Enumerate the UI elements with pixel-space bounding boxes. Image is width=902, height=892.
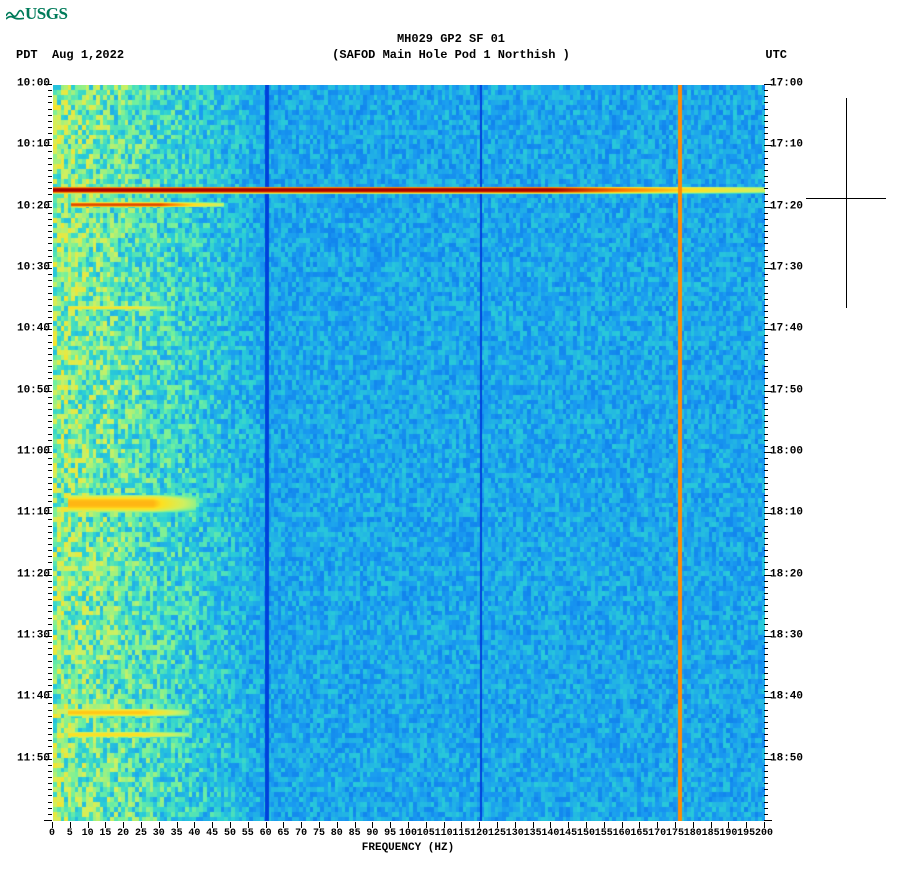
cursor-crosshair-icon [806, 188, 886, 210]
x-tick-label: 10 [82, 828, 94, 839]
x-tick-label: 140 [541, 828, 559, 839]
x-tick-label: 30 [153, 828, 165, 839]
x-tick-label: 190 [719, 828, 737, 839]
y-right-label: 17:50 [770, 385, 803, 396]
right-tz-label: UTC [765, 48, 787, 62]
usgs-wave-icon [6, 5, 24, 21]
x-tick-label: 65 [277, 828, 289, 839]
spectrogram-canvas [53, 85, 765, 821]
x-tick-label: 160 [613, 828, 631, 839]
spectrogram-plot [52, 84, 766, 822]
x-tick-label: 120 [470, 828, 488, 839]
x-tick-label: 0 [49, 828, 55, 839]
x-tick-label: 100 [399, 828, 417, 839]
usgs-logo: USGS [6, 3, 67, 24]
x-tick-label: 60 [260, 828, 272, 839]
x-tick-label: 85 [349, 828, 361, 839]
x-tick-label: 50 [224, 828, 236, 839]
x-axis-title: FREQUENCY (HZ) [52, 842, 764, 854]
x-tick-label: 25 [135, 828, 147, 839]
x-tick-label: 145 [559, 828, 577, 839]
y-right-label: 17:10 [770, 140, 803, 151]
tz-left: PDT [16, 48, 38, 62]
x-tick-label: 15 [99, 828, 111, 839]
x-tick-label: 40 [188, 828, 200, 839]
x-tick-label: 180 [684, 828, 702, 839]
left-tz-label: PDT Aug 1,2022 [16, 48, 124, 62]
x-tick-label: 165 [630, 828, 648, 839]
x-tick-label: 90 [366, 828, 378, 839]
date-left: Aug 1,2022 [52, 48, 124, 62]
x-tick-label: 20 [117, 828, 129, 839]
x-tick-label: 115 [452, 828, 470, 839]
y-right-label: 18:30 [770, 631, 803, 642]
y-right-label: 18:10 [770, 508, 803, 519]
x-tick-label: 185 [702, 828, 720, 839]
x-tick-label: 45 [206, 828, 218, 839]
x-tick-label: 35 [171, 828, 183, 839]
x-tick-label: 110 [435, 828, 453, 839]
x-tick-label: 105 [417, 828, 435, 839]
y-right-label: 18:00 [770, 447, 803, 458]
x-tick-label: 55 [242, 828, 254, 839]
y-right-label: 17:30 [770, 263, 803, 274]
x-tick-label: 75 [313, 828, 325, 839]
chart-title: MH029 GP2 SF 01 [0, 32, 902, 46]
x-tick-label: 200 [755, 828, 773, 839]
x-tick-label: 95 [384, 828, 396, 839]
x-tick-label: 175 [666, 828, 684, 839]
y-right-label: 18:20 [770, 569, 803, 580]
y-right-label: 18:40 [770, 692, 803, 703]
x-tick-label: 150 [577, 828, 595, 839]
x-axis: 0510152025303540455055606570758085909510… [52, 822, 764, 862]
x-tick-label: 125 [488, 828, 506, 839]
y-right-label: 17:00 [770, 79, 803, 90]
y-right-label: 17:20 [770, 201, 803, 212]
x-tick-label: 80 [331, 828, 343, 839]
x-tick-label: 155 [595, 828, 613, 839]
x-tick-label: 195 [737, 828, 755, 839]
y-right-label: 18:50 [770, 753, 803, 764]
x-tick-label: 5 [67, 828, 73, 839]
x-tick-label: 70 [295, 828, 307, 839]
y-right-label: 17:40 [770, 324, 803, 335]
x-tick-label: 170 [648, 828, 666, 839]
usgs-logo-text: USGS [25, 4, 67, 23]
crosshair-vertical [846, 98, 847, 308]
x-tick-label: 135 [524, 828, 542, 839]
x-tick-label: 130 [506, 828, 524, 839]
y-axis-right: 17:0017:1017:2017:3017:4017:5018:0018:10… [770, 84, 810, 820]
